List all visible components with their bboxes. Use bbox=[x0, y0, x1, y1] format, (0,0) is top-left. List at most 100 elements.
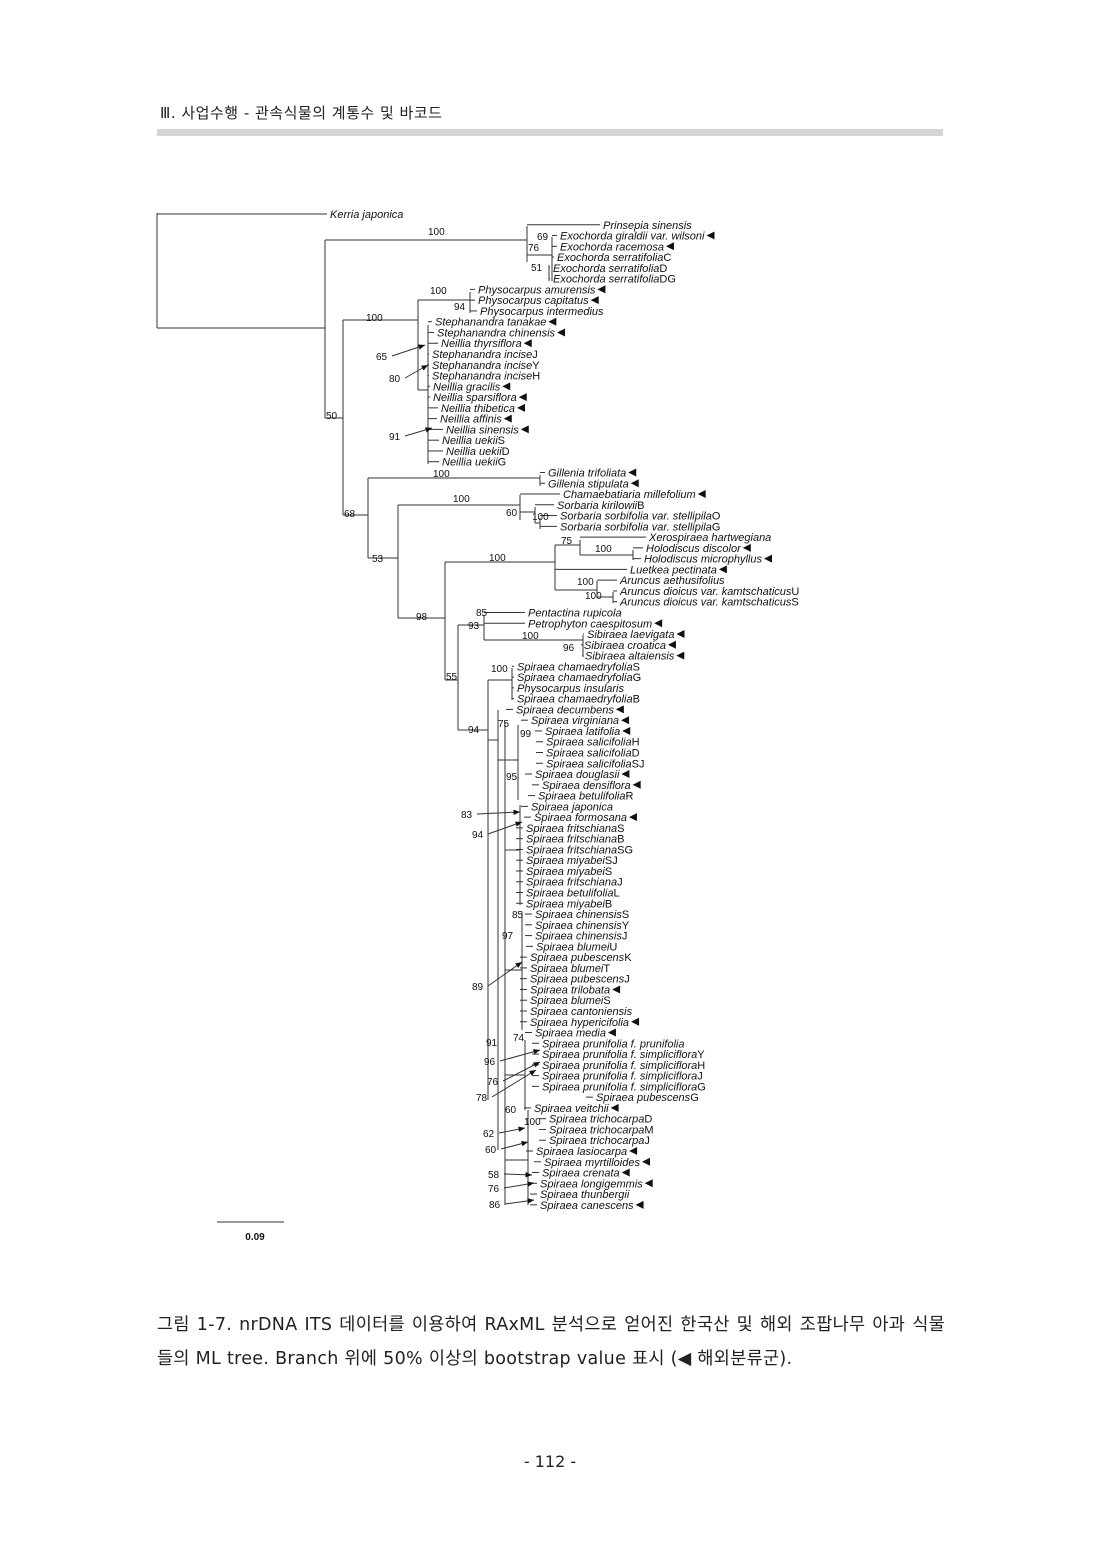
specimen-code: S bbox=[603, 995, 610, 1007]
taxon-name: Spiraea decumbens bbox=[516, 704, 614, 716]
leaf-label: Aruncus aethusifolius bbox=[619, 575, 725, 587]
running-header: Ⅲ. 사업수행 - 관속식물의 계통수 및 바코드 bbox=[160, 104, 443, 122]
leaf-label: Holodiscus discolor bbox=[646, 543, 742, 555]
bootstrap-value: 100 bbox=[489, 553, 506, 564]
bootstrap-value: 76 bbox=[487, 1077, 499, 1088]
taxon-name: Spiraea fritschiana bbox=[526, 844, 617, 856]
bootstrap-value: 96 bbox=[563, 643, 575, 654]
taxon-name: Spiraea cantoniensis bbox=[530, 1006, 633, 1018]
bootstrap-value: 100 bbox=[595, 544, 612, 555]
taxon-name: Sorbaria kirilowii bbox=[557, 500, 638, 512]
leaf-label: Chamaebatiaria millefolium bbox=[563, 489, 696, 501]
taxon-name: Neillia gracilis bbox=[433, 381, 501, 393]
leaf-label: Stephanandra tanakae bbox=[435, 317, 546, 329]
arrow-shaft bbox=[499, 1049, 541, 1062]
specimen-code: G bbox=[633, 672, 642, 684]
leaf-label: Spiraea prunifolia f. simplicifloraG bbox=[542, 1081, 706, 1093]
foreign-taxon-marker bbox=[706, 231, 715, 240]
taxon-name: Spiraea blumei bbox=[536, 941, 610, 953]
specimen-code: J bbox=[532, 349, 538, 361]
specimen-code: G bbox=[712, 521, 721, 533]
taxon-name: Spiraea hypericifolia bbox=[530, 1017, 629, 1029]
specimen-code: SJ bbox=[605, 855, 618, 867]
taxon-name: Spiraea fritschiana bbox=[526, 834, 617, 846]
taxon-name: Pentactina rupicola bbox=[528, 607, 622, 619]
taxon-name: Spiraea betulifolia bbox=[538, 791, 625, 803]
specimen-code: Y bbox=[697, 1049, 705, 1061]
arrow-head bbox=[418, 344, 425, 350]
bootstrap-value: 100 bbox=[577, 577, 594, 588]
taxon-name: Prinsepia sinensis bbox=[603, 220, 692, 232]
taxon-name: Physocarpus intermedius bbox=[480, 306, 604, 318]
foreign-taxon-marker bbox=[615, 705, 624, 714]
bootstrap-value: 100 bbox=[366, 313, 383, 324]
leaf-label: Exochorda serratifoliaC bbox=[557, 252, 671, 264]
leaf-label: Spiraea pubescensG bbox=[596, 1092, 699, 1104]
foreign-taxon-marker bbox=[764, 554, 772, 563]
taxon-name: Holodiscus microphyllus bbox=[644, 554, 762, 566]
leaf-label: Spiraea lasiocarpa bbox=[536, 1146, 627, 1158]
bootstrap-value: 60 bbox=[485, 1145, 497, 1156]
foreign-taxon-marker bbox=[654, 619, 663, 628]
leaf-label: Spiraea chinensisS bbox=[535, 909, 629, 921]
arrow-shaft bbox=[476, 811, 521, 815]
taxon-name: Neillia sinensis bbox=[446, 424, 519, 436]
taxon-name: Neillia uekii bbox=[442, 435, 498, 447]
bootstrap-value: 100 bbox=[522, 631, 539, 642]
leaf-label: Exochorda giraldii var. wilsoni bbox=[560, 231, 705, 243]
arrow-head bbox=[421, 365, 428, 371]
leaf-label: Spiraea miyabeiB bbox=[526, 898, 612, 910]
leaf-label: Sorbaria sorbifolia var. stellipilaO bbox=[560, 511, 721, 523]
leaf-label: Spiraea decumbens bbox=[516, 704, 614, 716]
specimen-code: S bbox=[605, 866, 612, 878]
taxon-name: Spiraea chamaedryfolia bbox=[517, 694, 633, 706]
leaf-label: Neillia sparsiflora bbox=[433, 392, 517, 404]
bootstrap-value: 91 bbox=[486, 1038, 498, 1049]
leaf-label: Spiraea chamaedryfoliaB bbox=[517, 694, 640, 706]
leaf-label: Spiraea japonica bbox=[531, 801, 613, 813]
leaf-label: Spiraea cantoniensis bbox=[530, 1006, 633, 1018]
bootstrap-value: 51 bbox=[531, 263, 543, 274]
taxon-name: Spiraea trichocarpa bbox=[549, 1114, 644, 1126]
taxon-name: Spiraea veitchii bbox=[534, 1103, 609, 1115]
arrow-head bbox=[518, 1126, 525, 1132]
arrow-head bbox=[525, 1172, 532, 1178]
specimen-code: G bbox=[697, 1081, 706, 1093]
bootstrap-value: 55 bbox=[446, 672, 458, 683]
leaf-label: Spiraea veitchii bbox=[534, 1103, 609, 1115]
foreign-taxon-marker bbox=[590, 296, 599, 305]
taxon-name: Spiraea densiflora bbox=[542, 780, 631, 792]
leaf-label: Spiraea canescens bbox=[540, 1200, 634, 1212]
arrow-head bbox=[515, 821, 522, 827]
specimen-code: H bbox=[697, 1060, 705, 1072]
leaf-label: Exochorda racemosa bbox=[560, 241, 664, 253]
taxon-name: Exochorda giraldii var. wilsoni bbox=[560, 231, 705, 243]
foreign-taxon-marker bbox=[548, 317, 557, 326]
taxon-name: Physocarpus insularis bbox=[517, 683, 624, 695]
specimen-code: K bbox=[624, 952, 632, 964]
bootstrap-value: 78 bbox=[476, 1093, 488, 1104]
foreign-taxon-marker bbox=[503, 414, 512, 423]
taxon-name: Spiraea salicifolia bbox=[546, 737, 632, 749]
taxon-name: Petrophyton caespitosum bbox=[528, 618, 652, 630]
taxon-name: Sibiraea altaiensis bbox=[585, 651, 675, 663]
bootstrap-value: 50 bbox=[326, 411, 338, 422]
leaf-label: Spiraea salicifoliaD bbox=[546, 748, 640, 760]
specimen-code: J bbox=[622, 931, 628, 943]
bootstrap-value: 100 bbox=[532, 512, 549, 523]
bootstrap-value: 100 bbox=[433, 469, 450, 480]
bootstrap-value: 97 bbox=[502, 931, 514, 942]
taxon-name: Spiraea miyabei bbox=[526, 898, 605, 910]
leaf-label: Prinsepia sinensis bbox=[603, 220, 692, 232]
foreign-taxon-marker bbox=[676, 651, 685, 660]
specimen-code: U bbox=[609, 941, 617, 953]
bootstrap-value: 60 bbox=[506, 508, 518, 519]
leaf-label: Stephanandra chinensis bbox=[437, 327, 556, 339]
foreign-taxon-marker bbox=[502, 382, 511, 391]
taxon-name: Exochorda serratifolia bbox=[553, 263, 659, 275]
taxon-name: Stephanandra chinensis bbox=[437, 327, 556, 339]
leaf-label: Spiraea hypericifolia bbox=[530, 1017, 629, 1029]
bootstrap-value: 100 bbox=[428, 227, 445, 238]
bootstrap-value: 74 bbox=[513, 1033, 525, 1044]
